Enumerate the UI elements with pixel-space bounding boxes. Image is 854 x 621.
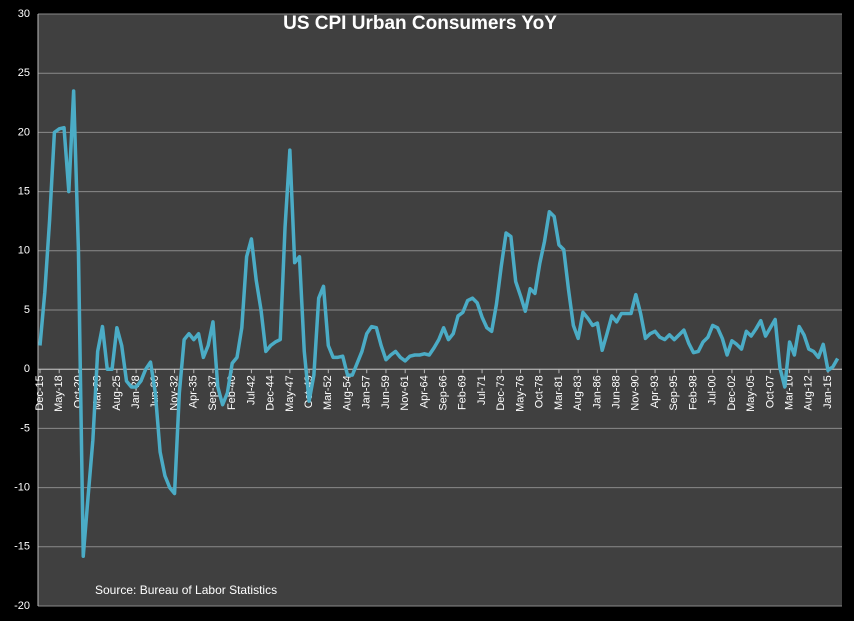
x-tick-label: Feb-69 bbox=[457, 375, 469, 410]
y-tick-label: 30 bbox=[18, 8, 30, 20]
y-tick-label: 25 bbox=[18, 67, 30, 79]
y-tick-label: 5 bbox=[24, 304, 30, 316]
x-tick-label: Jan-86 bbox=[591, 375, 603, 409]
x-tick-label: May-05 bbox=[745, 375, 757, 412]
marks bbox=[38, 89, 840, 559]
y-tick-label: -20 bbox=[14, 600, 30, 612]
x-tick-label: Apr-35 bbox=[188, 375, 200, 408]
x-tick-label: Jan-15 bbox=[822, 375, 834, 409]
x-tick-label: Apr-64 bbox=[418, 375, 430, 408]
x-tick-label: Nov-90 bbox=[630, 375, 642, 410]
x-tick-label: Dec-73 bbox=[495, 375, 507, 410]
y-tick-label: -15 bbox=[14, 541, 30, 553]
x-tick-label: Jan-57 bbox=[361, 375, 373, 409]
x-tick-label: Dec-44 bbox=[265, 375, 277, 410]
x-tick-label: Dec-15 bbox=[34, 375, 46, 410]
x-tick-label: May-47 bbox=[284, 375, 296, 412]
source-note: Source: Bureau of Labor Statistics bbox=[95, 583, 277, 597]
y-tick-label: 0 bbox=[24, 363, 30, 375]
y-tick-label: 20 bbox=[18, 126, 30, 138]
x-tick-label: Sep-95 bbox=[668, 375, 680, 410]
x-tick-label: Aug-54 bbox=[341, 375, 353, 410]
x-tick-label: Nov-61 bbox=[399, 375, 411, 410]
x-tick-label: Jul-00 bbox=[707, 375, 719, 405]
x-tick-label: Jun-59 bbox=[380, 375, 392, 409]
x-tick-label: Aug-83 bbox=[572, 375, 584, 410]
x-tick-label: Jun-88 bbox=[611, 375, 623, 409]
x-tick-label: Apr-93 bbox=[649, 375, 661, 408]
x-tick-label: May-76 bbox=[514, 375, 526, 412]
x-tick-label: Sep-66 bbox=[438, 375, 450, 410]
chart-title: US CPI Urban Consumers YoY bbox=[283, 13, 557, 34]
x-tick-label: Jul-71 bbox=[476, 375, 488, 405]
x-tick-label: May-18 bbox=[53, 375, 65, 412]
x-tick-label: Dec-02 bbox=[726, 375, 738, 410]
y-tick-label: -5 bbox=[20, 422, 30, 434]
y-tick-label: 15 bbox=[18, 186, 30, 198]
x-tick-label: Oct-07 bbox=[764, 375, 776, 408]
x-tick-label: Aug-12 bbox=[803, 375, 815, 410]
x-tick-label: Jul-42 bbox=[245, 375, 257, 405]
x-tick-label: Mar-81 bbox=[553, 375, 565, 410]
x-tick-label: Mar-52 bbox=[322, 375, 334, 410]
x-tick-label: Aug-25 bbox=[111, 375, 123, 410]
y-tick-label: -10 bbox=[14, 482, 30, 494]
x-tick-label: Oct-78 bbox=[534, 375, 546, 408]
x-tick-label: Feb-98 bbox=[687, 375, 699, 410]
y-tick-label: 10 bbox=[18, 245, 30, 257]
cpi-line bbox=[38, 89, 840, 559]
